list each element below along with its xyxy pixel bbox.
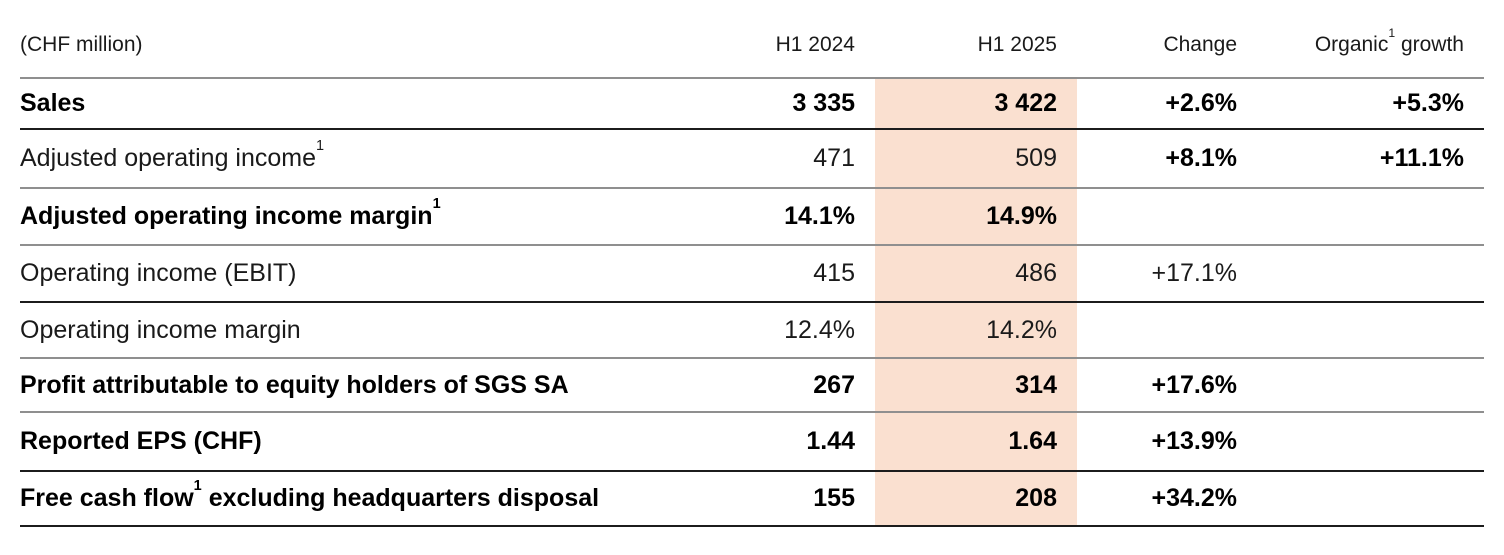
value-h1-2024: 155 [813, 484, 855, 512]
row-label: Operating income (EBIT) [20, 259, 297, 287]
row-label: Reported EPS (CHF) [20, 427, 262, 455]
table-row: Adjusted operating income margin1 14.1% 14… [20, 189, 1484, 246]
value-organic-growth: +11.1% [1379, 144, 1464, 172]
footnote-marker: 1 [1388, 25, 1396, 40]
h1-2025-highlight-band [875, 79, 1077, 527]
value-h1-2025: 14.2% [986, 315, 1057, 344]
value-h1-2024: 12.4% [784, 315, 855, 344]
value-h1-2024: 471 [813, 144, 855, 172]
value-change: +17.6% [1151, 370, 1238, 399]
column-header-change: Change [1163, 32, 1237, 56]
value-change: +8.1% [1165, 144, 1237, 172]
footnote-marker: 1 [193, 477, 202, 494]
row-label: Sales [20, 89, 86, 117]
value-organic-growth: +5.3% [1392, 89, 1464, 117]
table-body: Sales 3 335 3 422 +2.6% +5.3% Adjusted operat… [20, 79, 1484, 527]
value-h1-2025: 3 422 [994, 89, 1057, 117]
row-label: Adjusted operating income1 [20, 137, 325, 172]
financial-summary-table: (CHF million) H1 2024 H1 2025 Change Org… [20, 0, 1484, 527]
table-header-row: (CHF million) H1 2024 H1 2025 Change Org… [20, 0, 1484, 79]
column-header-organic-growth: Organic1 growth [1314, 25, 1464, 56]
value-h1-2025: 1.64 [1008, 427, 1057, 455]
column-header-h1-2025: H1 2025 [977, 32, 1057, 56]
footnote-marker: 1 [316, 137, 325, 154]
table-row: Operating income margin 12.4% 14.2% [20, 303, 1484, 359]
row-label: Adjusted operating income margin1 [20, 195, 441, 230]
footnote-marker: 1 [432, 195, 441, 212]
value-change: +34.2% [1151, 484, 1238, 512]
value-h1-2024: 14.1% [784, 202, 855, 230]
value-h1-2025: 486 [1015, 259, 1057, 287]
table-row: Free cash flow1 excluding headquarters d… [20, 472, 1484, 527]
value-h1-2024: 1.44 [806, 427, 855, 455]
row-label: Operating income margin [20, 315, 301, 344]
table-row: Reported EPS (CHF) 1.44 1.64 +13.9% [20, 413, 1484, 472]
unit-label: (CHF million) [20, 32, 143, 56]
row-label: Free cash flow1 excluding headquarters d… [20, 477, 600, 512]
row-label: Profit attributable to equity holders of… [20, 370, 569, 399]
value-change: +13.9% [1151, 427, 1238, 455]
table-row: Sales 3 335 3 422 +2.6% +5.3% [20, 79, 1484, 130]
value-change: +17.1% [1151, 259, 1238, 287]
column-header-h1-2024: H1 2024 [775, 32, 855, 56]
table-row: Operating income (EBIT) 415 486 +17.1% [20, 246, 1484, 303]
value-change: +2.6% [1165, 89, 1237, 117]
value-h1-2025: 14.9% [986, 202, 1057, 230]
table-row: Adjusted operating income1 471 509 +8.1% +11… [20, 130, 1484, 189]
value-h1-2025: 208 [1015, 484, 1057, 512]
value-h1-2024: 415 [813, 259, 855, 287]
value-h1-2025: 314 [1015, 370, 1057, 399]
value-h1-2025: 509 [1015, 144, 1057, 172]
value-h1-2024: 3 335 [792, 89, 855, 117]
table-row: Profit attributable to equity holders of… [20, 359, 1484, 413]
value-h1-2024: 267 [813, 370, 855, 399]
